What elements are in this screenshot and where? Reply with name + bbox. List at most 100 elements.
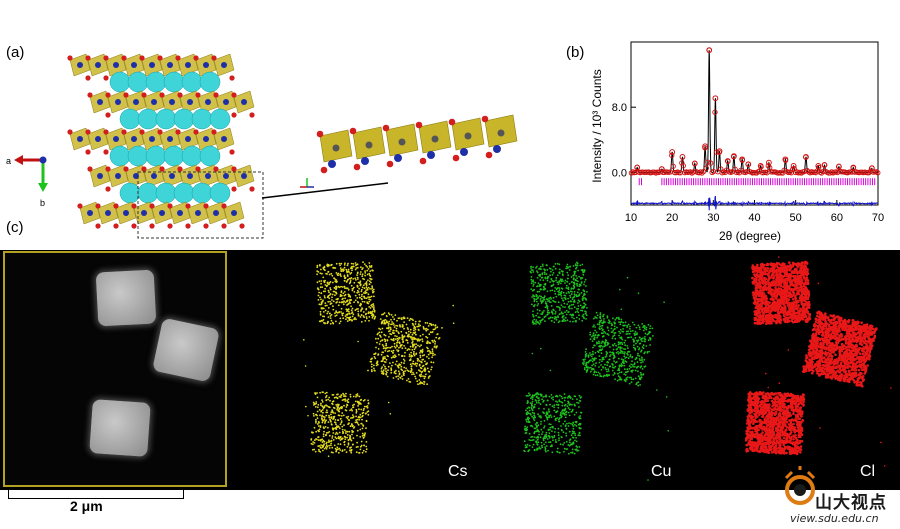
eds-dot [638, 355, 641, 357]
eds-dot [414, 320, 417, 323]
eds-dot [540, 428, 543, 431]
eds-dot [576, 264, 579, 267]
eds-dot [343, 404, 345, 407]
eds-dot [338, 301, 341, 304]
eds-dot [533, 414, 535, 417]
eds-dot [382, 313, 385, 316]
eds-dot [751, 276, 754, 280]
eds-dot [416, 362, 419, 365]
cu-atom [167, 62, 173, 68]
observed-point [669, 152, 675, 158]
eds-dot [612, 335, 614, 338]
eds-dot [361, 275, 364, 278]
eds-dot [788, 313, 791, 316]
eds-dot [551, 425, 554, 428]
eds-dot [433, 328, 436, 331]
eds-dot [792, 312, 796, 316]
eds-dot [315, 438, 317, 440]
eds-dot [346, 430, 349, 433]
eds-dot [528, 449, 531, 451]
eds-dot [536, 308, 539, 311]
eds-dot [567, 425, 570, 427]
eds-dot [407, 335, 410, 338]
eds-dot [563, 393, 566, 395]
eds-dot [347, 268, 350, 271]
eds-dot [401, 336, 404, 339]
eds-dot [582, 269, 584, 271]
eds-dot [344, 301, 347, 304]
eds-dot [393, 326, 396, 328]
eds-dot [392, 329, 395, 332]
eds-dot [758, 303, 761, 306]
eds-dot [649, 327, 651, 330]
eds-dot [641, 340, 643, 342]
small-axes [300, 178, 314, 188]
eds-dot [542, 297, 545, 299]
eds-dot [542, 437, 545, 440]
eds-dot [623, 364, 626, 367]
eds-dot [335, 431, 338, 434]
eds-dot [531, 411, 534, 414]
eds-dot [638, 342, 641, 345]
eds-dot [378, 331, 381, 334]
eds-dot [583, 290, 586, 293]
eds-dot [578, 318, 581, 320]
eds-dot [613, 372, 616, 374]
eds-dot [425, 373, 427, 376]
eds-dot [611, 337, 614, 340]
eds-dot [426, 383, 428, 386]
eds-dot [534, 304, 536, 306]
eds-dot [565, 287, 568, 289]
cu-atom [149, 62, 155, 68]
eds-dot [642, 347, 645, 350]
eds-dot [327, 300, 330, 303]
eds-dot [541, 273, 544, 276]
eds-dot [619, 328, 622, 331]
eds-dot [792, 293, 795, 297]
eds-dot [615, 317, 618, 320]
eds-dot [352, 427, 355, 429]
eds-dot [340, 421, 343, 424]
eds-dot [325, 446, 327, 448]
y-axis-label: Intensity / 10³ Counts [590, 69, 604, 182]
eds-dot [320, 298, 322, 301]
eds-dot [581, 295, 584, 298]
eds-dot [376, 341, 378, 344]
eds-dot [553, 317, 556, 320]
eds-dot [554, 267, 557, 270]
eds-dot [358, 304, 361, 307]
eds-dot [567, 444, 570, 446]
eds-dot [361, 432, 364, 435]
eds-dot [555, 419, 557, 422]
eds-dot [576, 310, 579, 312]
cs-atom [163, 71, 185, 93]
eds-dot [617, 316, 620, 319]
eds-dot [644, 327, 646, 330]
eds-dot [356, 301, 359, 303]
eds-dot [796, 264, 799, 268]
eds-dot [786, 319, 789, 322]
eds-dot [376, 363, 379, 366]
eds-dot [596, 317, 598, 319]
eds-noise-dot [387, 401, 390, 404]
eds-dot [576, 284, 579, 287]
eds-dot [530, 407, 533, 410]
eds-dot [594, 316, 596, 318]
eds-dot [553, 415, 556, 418]
eds-dot [626, 352, 628, 355]
eds-dot [423, 375, 425, 378]
eds-dot [560, 425, 562, 427]
eds-dot [419, 352, 421, 354]
eds-dot [803, 307, 807, 311]
eds-dot [536, 290, 539, 293]
eds-dot [352, 278, 355, 280]
eds-dot [797, 304, 800, 307]
eds-dot [578, 285, 581, 288]
eds-dot [407, 328, 409, 330]
eds-dot [380, 370, 383, 372]
eds-dot [326, 281, 329, 284]
eds-dot [337, 393, 339, 396]
eds-dot [751, 291, 755, 294]
eds-dot [315, 421, 317, 424]
eds-dot [573, 430, 575, 433]
